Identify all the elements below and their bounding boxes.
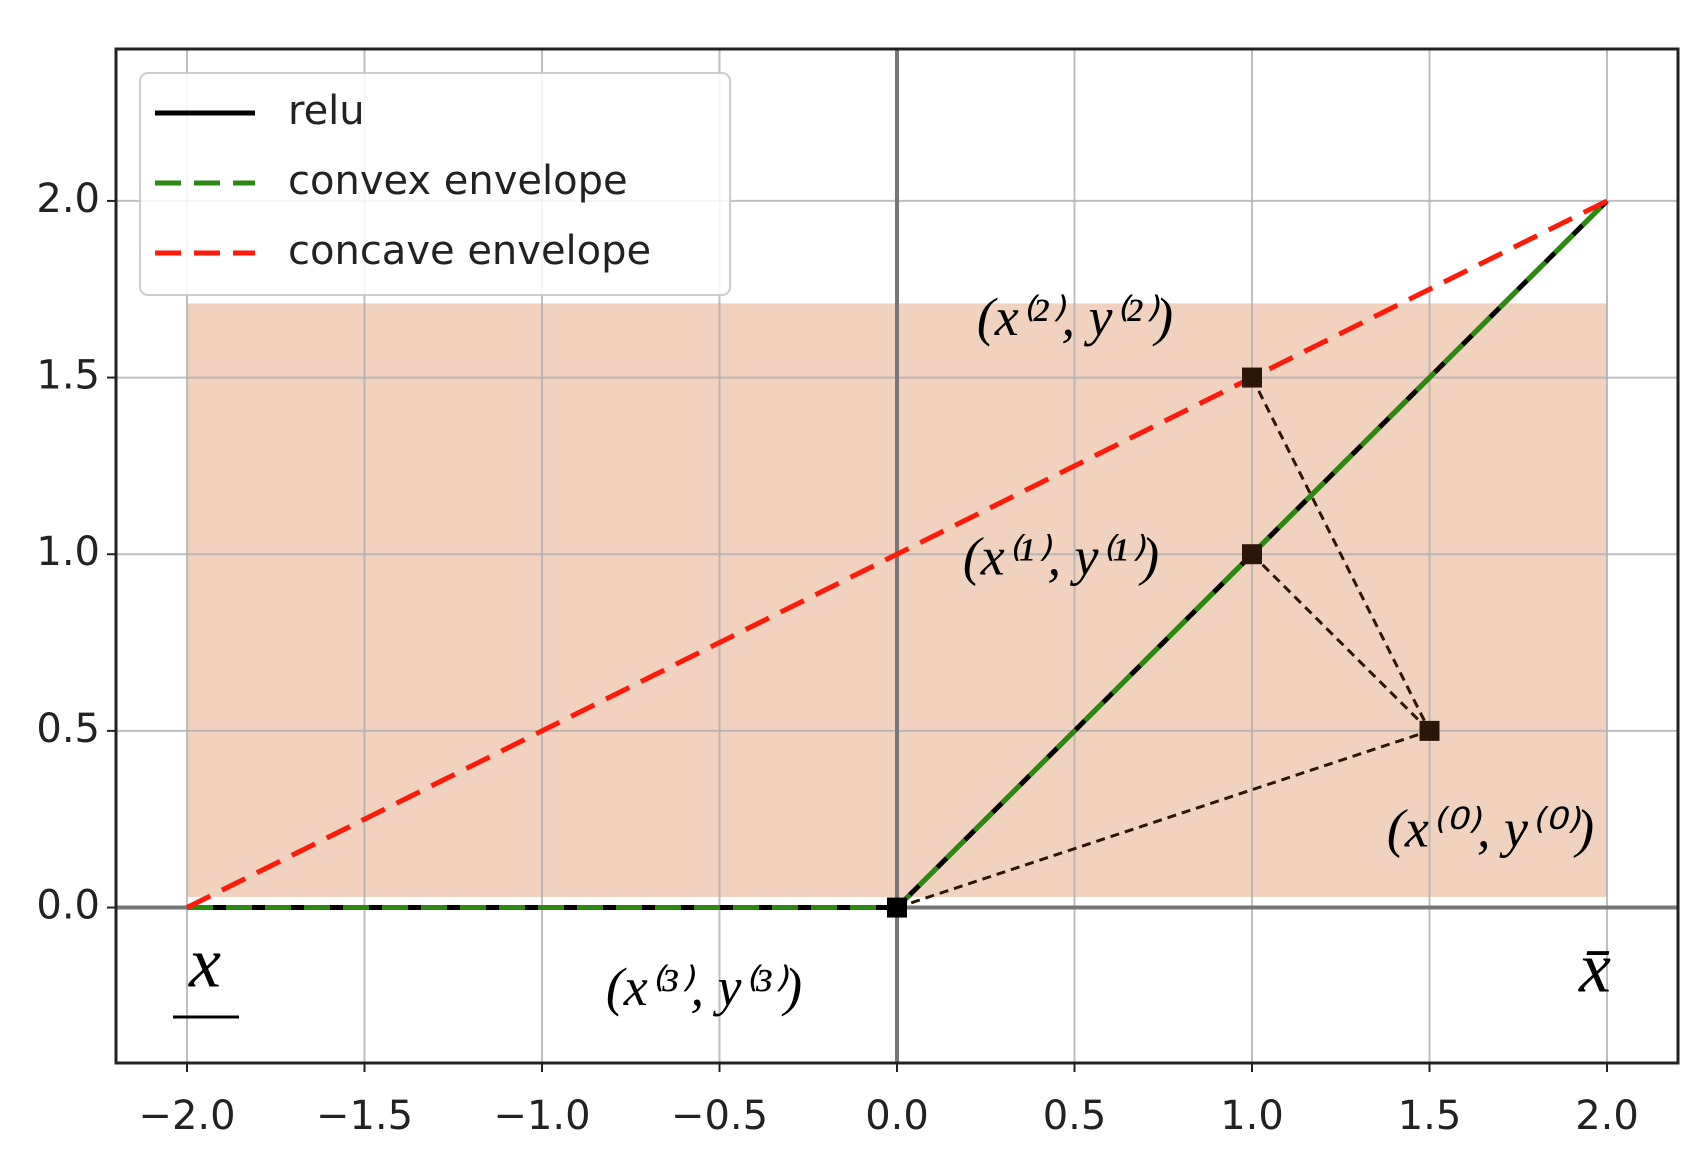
point-label: (x⁽⁰⁾, y⁽⁰⁾) xyxy=(1387,798,1594,858)
connector xyxy=(1250,553,1431,732)
x-tick-label: −1.0 xyxy=(493,1093,590,1139)
legend-label: convex envelope xyxy=(288,158,628,204)
x-tick-label: −2.0 xyxy=(138,1093,235,1139)
x-tick-label: −1.5 xyxy=(316,1093,413,1139)
y-tick-label: 1.5 xyxy=(36,353,100,399)
point-label: (x⁽³⁾, y⁽³⁾) xyxy=(606,957,802,1017)
point-label: (x⁽²⁾, y⁽²⁾) xyxy=(977,287,1173,347)
legend-label: concave envelope xyxy=(288,228,651,274)
x-tick-label: 0.5 xyxy=(1043,1093,1107,1139)
series-line xyxy=(185,198,1609,910)
point xyxy=(1242,544,1262,565)
y-tick-label: 0.0 xyxy=(36,883,100,929)
connector xyxy=(896,729,1430,909)
x-tick-label: 1.0 xyxy=(1220,1093,1284,1139)
point xyxy=(1419,720,1440,741)
point xyxy=(887,897,907,918)
upper-bound-label: x̄ xyxy=(1578,928,1611,1008)
lower-bound-label: x xyxy=(188,923,221,1003)
point xyxy=(1242,367,1262,388)
legend-label: relu xyxy=(288,88,365,134)
axes-frame xyxy=(114,47,1680,1065)
x-tick-label: 2.0 xyxy=(1575,1093,1639,1139)
x-tick-label: 1.5 xyxy=(1398,1093,1462,1139)
y-tick-label: 2.0 xyxy=(36,176,100,222)
x-tick-label: −0.5 xyxy=(671,1093,768,1139)
y-tick-label: 0.5 xyxy=(36,706,100,752)
y-tick-label: 1.0 xyxy=(36,529,100,575)
plot-area: −2.0 −1.5 −1.0 −0.5 0.0 0.5 1.0 1.5 2.0 0.0 0.5 1.0… xyxy=(36,47,1680,1139)
connector xyxy=(1250,376,1431,732)
x-tick-label: 0.0 xyxy=(865,1093,929,1139)
legend-box xyxy=(139,72,731,296)
point-label: (x⁽¹⁾, y⁽¹⁾) xyxy=(963,527,1159,587)
